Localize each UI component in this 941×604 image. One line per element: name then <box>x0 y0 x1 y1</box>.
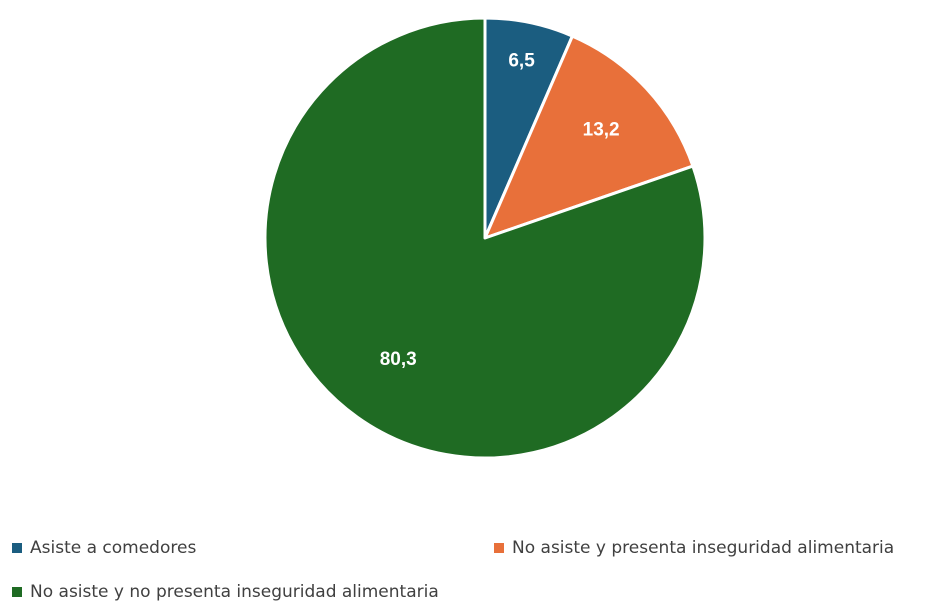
pie-slice-no-asiste-sin-inseguridad <box>263 16 707 460</box>
legend-item-asiste-comedores: Asiste a comedores <box>12 538 196 558</box>
data-label-asiste-comedores: 6,5 <box>508 50 535 71</box>
data-label-no-asiste-sin-inseguridad: 80,3 <box>380 349 417 370</box>
pie-chart: 6,5 13,2 80,3 <box>263 16 707 460</box>
legend-label-no-asiste-sin-inseguridad: No asiste y no presenta inseguridad alim… <box>30 582 439 602</box>
legend-swatch-asiste-comedores <box>12 543 22 553</box>
legend-label-no-asiste-inseguridad: No asiste y presenta inseguridad aliment… <box>512 538 895 558</box>
legend-item-no-asiste-sin-inseguridad: No asiste y no presenta inseguridad alim… <box>12 582 439 602</box>
legend-label-asiste-comedores: Asiste a comedores <box>30 538 197 558</box>
legend-item-no-asiste-inseguridad: No asiste y presenta inseguridad aliment… <box>494 538 894 558</box>
pie-slice-no-asiste-inseguridad <box>483 34 695 240</box>
data-label-no-asiste-inseguridad: 13,2 <box>583 119 620 140</box>
legend-swatch-no-asiste-inseguridad <box>494 543 504 553</box>
legend-swatch-no-asiste-sin-inseguridad <box>12 587 22 597</box>
